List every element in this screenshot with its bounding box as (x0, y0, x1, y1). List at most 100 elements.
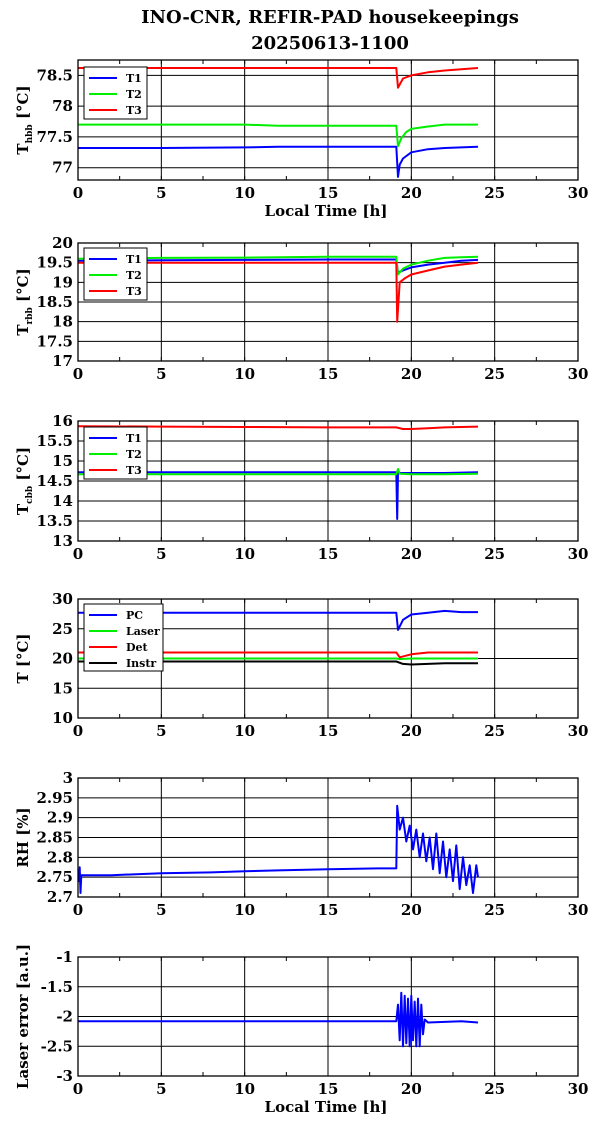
y-axis-label-subscript: hbb (25, 124, 35, 143)
figure-date: 20250613-1100 (251, 33, 409, 54)
x-tick-label: 25 (484, 722, 505, 740)
series-group (78, 804, 479, 894)
y-tick-label: -1 (56, 948, 73, 966)
chart-panel-3: 0 5 10 15 20 25 30 13 13.5 14 14.5 15 15.5 16 Tcbb [°C… (14, 412, 588, 563)
series-group (78, 991, 479, 1048)
legend-label: PC (126, 609, 143, 622)
y-axis-label-unit: [°C] (14, 268, 32, 307)
x-tick-label: 25 (484, 545, 505, 563)
plot-frame (77, 242, 579, 362)
legend-label: T2 (126, 448, 142, 461)
series-line (78, 804, 479, 894)
y-tick-label: 19.5 (36, 254, 73, 272)
x-tick-label: 30 (568, 365, 589, 383)
x-tick-label: 20 (401, 365, 422, 383)
x-tick-label: 20 (401, 184, 422, 202)
x-axis-label: Local Time [h] (265, 1098, 388, 1116)
y-axis-label: T [°C] (14, 633, 32, 683)
x-tick-label: 10 (234, 365, 255, 383)
legend-label: T3 (126, 104, 142, 117)
x-tick-label: 5 (156, 545, 166, 563)
legend-label: T1 (126, 72, 142, 85)
series-group (78, 609, 478, 666)
plot-frame (77, 420, 579, 542)
legend-label: T1 (126, 253, 142, 266)
x-tick-label: 30 (568, 545, 589, 563)
series-line (78, 991, 479, 1048)
y-tick-label: 15 (52, 679, 73, 697)
y-axis-label-main: T (14, 503, 32, 515)
x-tick-label: 10 (234, 722, 255, 740)
x-tick-label: 0 (73, 1080, 83, 1098)
y-axis-label: Thbb [°C] (14, 85, 35, 154)
x-tick-label: 15 (318, 365, 339, 383)
legend-label: T3 (126, 464, 142, 477)
x-tick-label: 5 (156, 184, 166, 202)
x-tick-label: 5 (156, 722, 166, 740)
y-tick-label: 17.5 (36, 332, 73, 350)
x-tick-label: 15 (318, 722, 339, 740)
y-axis-label-main: RH [%] (14, 807, 32, 867)
x-tick-label: 0 (73, 545, 83, 563)
x-tick-label: 20 (401, 545, 422, 563)
series-group (78, 67, 479, 178)
x-tick-label: 30 (568, 901, 589, 919)
x-tick-label: 0 (73, 365, 83, 383)
y-tick-label: 18 (52, 313, 73, 331)
y-axis-label-main: T [°C] (14, 633, 32, 683)
x-tick-label: 20 (401, 901, 422, 919)
x-tick-label: 15 (318, 184, 339, 202)
y-tick-label: -1.5 (41, 978, 73, 996)
y-axis-label-subscript: cbb (25, 486, 35, 504)
legend: T1 T2 T3 (83, 66, 148, 120)
x-tick-label: 15 (318, 901, 339, 919)
chart-panel-4: 0 5 10 15 20 25 30 10 15 20 25 30 T [°C] PC Laser Det In… (14, 590, 588, 740)
y-tick-label: 78.5 (36, 66, 73, 84)
y-tick-label: -2.5 (41, 1037, 73, 1055)
y-tick-label: 15.5 (36, 432, 73, 450)
y-tick-label: -2 (56, 1008, 73, 1026)
x-tick-label: 25 (484, 901, 505, 919)
x-tick-label: 30 (568, 1080, 589, 1098)
legend-label: T3 (126, 285, 142, 298)
legend-label: Instr (126, 657, 156, 670)
x-tick-label: 5 (156, 365, 166, 383)
y-tick-label: 2.85 (36, 829, 73, 847)
legend: T1 T2 T3 (83, 426, 148, 480)
series-line-t3 (78, 67, 479, 89)
y-tick-label: 16 (52, 412, 73, 430)
x-tick-label: 0 (73, 722, 83, 740)
y-tick-label: 2.8 (47, 848, 73, 866)
y-axis-label-main: Laser error [a.u.] (14, 944, 32, 1089)
x-tick-label: 10 (234, 184, 255, 202)
x-tick-label: 10 (234, 545, 255, 563)
y-axis-label-unit: [°C] (14, 447, 32, 486)
series-line-det (78, 651, 478, 659)
y-tick-label: 13.5 (36, 512, 73, 530)
series-line-t1 (78, 471, 479, 520)
x-tick-label: 20 (401, 1080, 422, 1098)
y-tick-label: 2.9 (47, 809, 73, 827)
y-tick-label: 2.95 (36, 789, 73, 807)
series-line-t3 (78, 425, 479, 430)
series-line-instr (78, 660, 478, 666)
y-axis-label-main: T (14, 324, 32, 336)
chart-panel-6: 0 5 10 15 20 25 30 -3 -2.5 -2 -1.5 -1 Laser error [a… (14, 944, 588, 1116)
x-tick-label: 5 (156, 901, 166, 919)
x-tick-label: 15 (318, 1080, 339, 1098)
series-group (78, 255, 479, 323)
x-tick-label: 0 (73, 184, 83, 202)
y-tick-label: 2.75 (36, 868, 73, 886)
series-line-t2 (78, 123, 478, 148)
legend-label: T1 (126, 432, 142, 445)
series-line-laser (78, 657, 478, 661)
x-tick-label: 30 (568, 184, 589, 202)
x-tick-label: 0 (73, 901, 83, 919)
legend: T1 T2 T3 (83, 247, 148, 301)
x-tick-label: 10 (234, 901, 255, 919)
y-tick-label: 19 (52, 273, 73, 291)
x-tick-label: 25 (484, 365, 505, 383)
